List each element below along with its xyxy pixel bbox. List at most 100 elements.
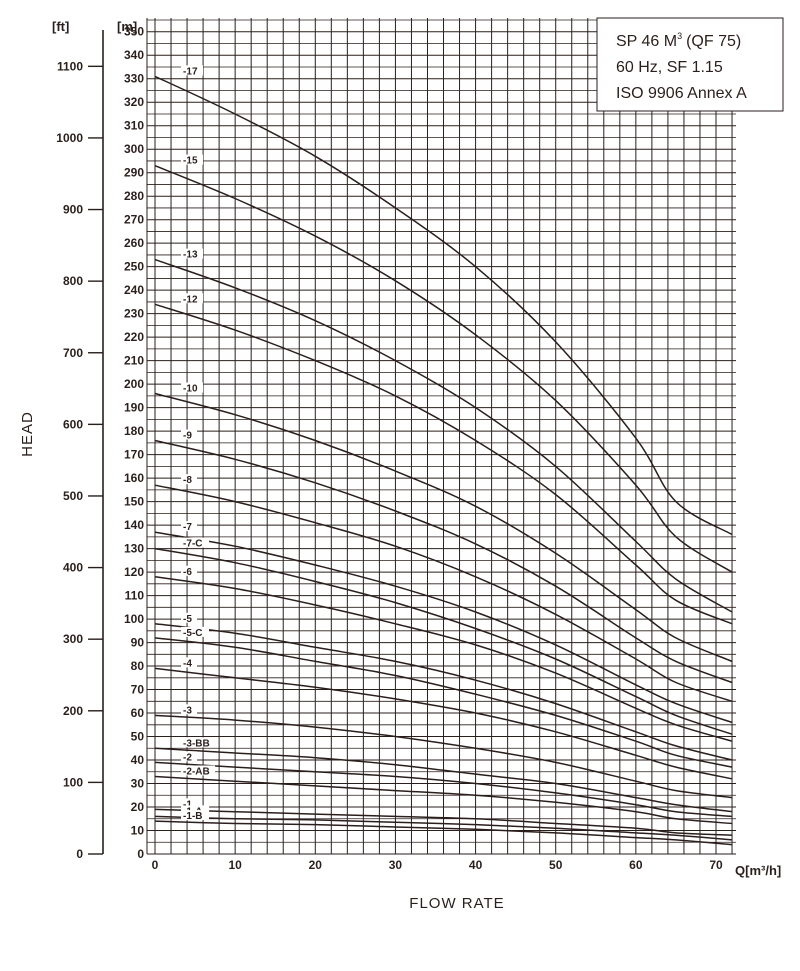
ft-tick-label: 1100: [57, 59, 83, 73]
info-box: SP 46 M3 (QF 75) 60 Hz, SF 1.15 ISO 9906 …: [596, 17, 784, 112]
curve-label-bg: [181, 612, 198, 623]
m-tick-label: 20: [131, 800, 145, 814]
curve-3-BB: [154, 747, 733, 813]
grid: [146, 18, 736, 855]
curve-1: [154, 808, 733, 836]
m-tick-label: 350: [124, 25, 144, 39]
curve-label-6: -6: [183, 567, 192, 578]
y-axis-title: HEAD: [19, 411, 36, 457]
curve-9: [154, 439, 733, 684]
curve-label-bg: [181, 626, 210, 637]
curve-4: [154, 667, 733, 780]
curve-label-bg: [181, 565, 198, 576]
curve-label-bg: [181, 751, 198, 762]
curves: [154, 75, 733, 846]
curve-10: [154, 392, 733, 663]
x-tick-label: 50: [549, 858, 563, 872]
curve-7: [154, 531, 733, 724]
m-tick-label: 170: [124, 448, 144, 462]
m-tick-label: 290: [124, 166, 144, 180]
m-tick-label: 330: [124, 72, 144, 86]
curve-3: [154, 714, 733, 799]
curve-label-1-B: -1-B: [183, 811, 202, 822]
ft-tick-label: 100: [63, 775, 83, 789]
curve-5: [154, 623, 733, 761]
m-tick-label: 30: [131, 777, 145, 791]
m-tick-label: 130: [124, 542, 144, 556]
curve-label-bg: [181, 154, 204, 165]
x-tick-label: 0: [152, 858, 159, 872]
info-model: SP 46 M: [616, 33, 677, 50]
m-tick-label: 220: [124, 330, 144, 344]
ft-tick-label: 700: [63, 346, 83, 360]
ft-tick-label: 500: [63, 489, 83, 503]
x-tick-label: 10: [228, 858, 242, 872]
curve-label-bg: [181, 293, 204, 304]
curve-2: [154, 761, 733, 818]
curve-label-13: -13: [183, 250, 198, 261]
m-tick-label: 40: [131, 753, 145, 767]
m-tick-label: 90: [131, 636, 145, 650]
x-tick-label: 30: [389, 858, 403, 872]
curve-label-17: -17: [183, 66, 198, 77]
curve-label-9: -9: [183, 431, 192, 442]
x-tick-label: 20: [309, 858, 323, 872]
curve-5-C: [154, 637, 733, 768]
axes: 0100200300400500600700800900100011000102…: [56, 25, 723, 872]
m-tick-label: 300: [124, 142, 144, 156]
curve-label-1: -1: [183, 799, 192, 810]
ft-tick-label: 900: [63, 203, 83, 217]
curve-labels: -17 -15 -13 -12 -10 -9 -8 -7 -7-C -6 -5 -5-C -4 -3 -3-…: [181, 65, 216, 822]
curve-label-bg: [181, 382, 204, 393]
curve-label-bg: [181, 474, 198, 485]
info-line-3: ISO 9906 Annex A: [616, 85, 747, 102]
m-tick-label: 310: [124, 119, 144, 133]
curve-label-15: -15: [183, 156, 198, 167]
curve-label-12: -12: [183, 294, 198, 305]
curve-15: [154, 165, 733, 573]
curve-label-bg: [181, 765, 216, 776]
m-tick-label: 160: [124, 471, 144, 485]
m-tick-label: 190: [124, 401, 144, 415]
m-tick-label: 340: [124, 48, 144, 62]
curve-label-3: -3: [183, 705, 192, 716]
info-sup: 3: [677, 31, 682, 41]
m-tick-label: 110: [125, 589, 145, 603]
curve-label-4: -4: [183, 658, 192, 669]
curve-13: [154, 258, 733, 613]
curve-label-bg: [181, 704, 198, 715]
info-model-rest: (QF 75): [686, 33, 741, 50]
curve-label-2-AB: -2-AB: [183, 766, 210, 777]
m-tick-label: 70: [131, 683, 145, 697]
curve-label-bg: [181, 810, 210, 821]
left-axis-unit: [ft]: [52, 19, 69, 34]
curve-6: [154, 576, 733, 742]
m-tick-label: 80: [131, 659, 145, 673]
curve-2-AB: [154, 775, 733, 825]
m-tick-label: 270: [124, 213, 144, 227]
m-tick-label: 210: [124, 354, 144, 368]
curve-label-bg: [181, 521, 198, 532]
x-tick-label: 70: [709, 858, 723, 872]
m-tick-label: 200: [124, 377, 144, 391]
m-tick-label: 280: [124, 189, 144, 203]
curve-label-2: -2: [183, 752, 192, 763]
curve-label-bg: [181, 737, 216, 748]
curve-label-bg: [181, 537, 210, 548]
curve-label-bg: [181, 429, 198, 440]
m-tick-label: 180: [124, 424, 144, 438]
curve-7-C: [154, 547, 733, 735]
curve-label-3-BB: -3-BB: [183, 738, 210, 749]
x-axis-title: FLOW RATE: [409, 895, 504, 912]
m-tick-label: 150: [124, 495, 144, 509]
m-tick-label: 240: [124, 283, 144, 297]
x-tick-label: 40: [469, 858, 483, 872]
curve-8: [154, 484, 733, 703]
curve-label-7-C: -7-C: [183, 539, 202, 550]
m-tick-label: 0: [137, 847, 144, 861]
curve-label-bg: [181, 248, 204, 259]
curve-label-5: -5: [183, 614, 192, 625]
curve-label-8: -8: [183, 475, 192, 486]
info-box-frame: [596, 17, 784, 112]
